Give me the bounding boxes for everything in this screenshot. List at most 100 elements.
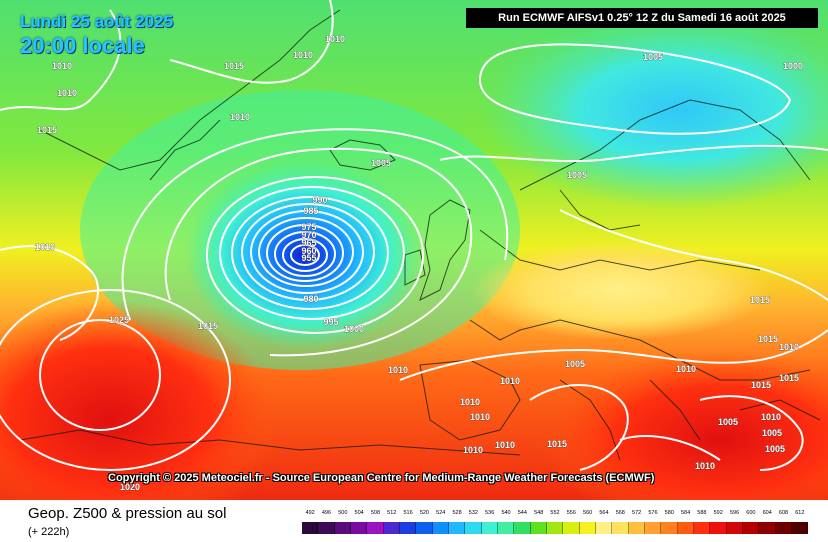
scale-swatch	[481, 522, 498, 534]
scale-swatch	[318, 522, 335, 534]
forecast-offset: (+ 222h)	[28, 526, 70, 538]
scale-swatch	[726, 522, 743, 534]
scale-label: 500	[338, 510, 348, 516]
scale-label: 576	[648, 510, 658, 516]
isobar-label: 1015	[547, 439, 567, 449]
scale-label: 532	[468, 510, 478, 516]
isobar-label: 1010	[52, 61, 72, 71]
isobar-label: 965	[301, 238, 316, 248]
color-scale-legend: 492 496 500 504 508 512 516 520 524 528 532 536 540 5…	[302, 510, 809, 540]
scale-label: 608	[778, 510, 789, 516]
scale-swatch	[383, 522, 400, 534]
footer-bar	[0, 500, 828, 542]
isobar-label: 1015	[224, 61, 244, 71]
isobar-label: 1005	[765, 444, 785, 454]
scale-swatch	[530, 522, 547, 534]
weather-map: 1010 1010 1015 1010 1015 1010 1010 1005 …	[0, 0, 828, 500]
isobar-label: 1010	[695, 461, 715, 471]
scale-label: 512	[387, 510, 397, 516]
forecast-local-time: 20:00 locale	[20, 33, 145, 58]
isobar-label: 1010	[500, 376, 520, 386]
scale-label: 516	[403, 510, 413, 516]
scale-label: 584	[680, 510, 691, 516]
scale-swatch	[302, 522, 319, 534]
scale-label: 508	[370, 510, 381, 516]
scale-label: 588	[697, 510, 707, 516]
isobar-label: 970	[301, 230, 316, 240]
isobar-label: 1005	[371, 158, 391, 168]
isobar-label: 1010	[761, 412, 781, 422]
isobar-label: 1010	[35, 242, 55, 252]
isobar-label: 1010	[293, 50, 313, 60]
coastlines	[19, 9, 821, 461]
scale-swatch	[514, 522, 531, 534]
scale-label: 572	[632, 510, 642, 516]
scale-label: 600	[746, 510, 756, 516]
scale-swatch	[759, 522, 776, 534]
isobar-label: 1010	[463, 445, 483, 455]
product-title: Geop. Z500 & pression au sol	[28, 505, 227, 522]
scale-swatch	[546, 522, 564, 534]
isobar-label: 1015	[779, 373, 799, 383]
isobar-label: 1000	[783, 61, 803, 71]
isobar-label: 1005	[718, 417, 738, 427]
isobar-label: 1015	[750, 295, 770, 305]
hot-zone-east	[540, 350, 828, 500]
scale-swatch	[710, 522, 727, 534]
scale-label: 592	[713, 510, 723, 516]
scale-swatch	[693, 522, 711, 534]
isobar-label: 985	[303, 206, 318, 216]
scale-swatch	[628, 522, 645, 534]
scale-label: 568	[615, 510, 625, 516]
scale-label: 612	[795, 510, 805, 516]
scale-label: 492	[305, 510, 315, 516]
scale-label: 564	[599, 510, 609, 516]
isobar-label: 1010	[325, 34, 345, 44]
run-info-banner: Run ECMWF AIFSv1 0.25° 12 Z du Samedi 16…	[466, 8, 818, 28]
copyright-notice: Copyright © 2025 Meteociel.fr - Source E…	[108, 472, 655, 484]
scale-label: 524	[436, 510, 446, 516]
scale-label: 496	[321, 510, 332, 516]
scale-swatch	[644, 522, 662, 534]
scale-swatch	[334, 522, 351, 534]
scale-swatch	[367, 522, 384, 534]
scale-swatch	[742, 522, 760, 534]
scale-swatch	[661, 522, 678, 534]
scale-labels: 492 496 500 504 508 512 516 520 524 528 532 536 540 5…	[302, 510, 808, 520]
isobar-label: 1010	[57, 88, 77, 98]
isobar-label: 1010	[388, 365, 408, 375]
isobar-label: 995	[323, 317, 338, 327]
yellow-ridge	[470, 240, 770, 340]
isobar-label: 1015	[751, 380, 771, 390]
isobar-label: 1005	[567, 170, 587, 180]
scale-label: 596	[729, 510, 740, 516]
scale-label: 552	[550, 510, 560, 516]
scale-swatch	[416, 522, 433, 534]
isobar-label: 1010	[470, 412, 490, 422]
isobar-label: 990	[312, 195, 327, 205]
scale-swatch	[399, 522, 417, 534]
scale-swatch	[775, 522, 792, 534]
scale-label: 540	[501, 510, 511, 516]
isobar-label: 955	[301, 253, 316, 263]
isobar-label: 1025	[109, 315, 129, 325]
isobar-label: 960	[301, 246, 316, 256]
isobar-label: 1005	[762, 428, 782, 438]
isobar-label: 1005	[565, 359, 585, 369]
scale-swatch	[677, 522, 694, 534]
isobar-label: 975	[301, 222, 316, 232]
isobar-label: 1005	[643, 52, 663, 62]
isobar-label: 1015	[37, 125, 57, 135]
isobar-label: 1015	[198, 321, 218, 331]
scale-label: 604	[762, 510, 772, 516]
scale-label: 560	[583, 510, 593, 516]
scale-label: 528	[452, 510, 462, 516]
isobar-label: 1010	[230, 112, 250, 122]
isobar-label: 1015	[758, 334, 778, 344]
isobar-label: 1010	[676, 364, 696, 374]
scale-label: 556	[566, 510, 576, 516]
scale-label: 580	[664, 510, 674, 516]
isobar-label: 1020	[120, 482, 140, 492]
scale-label: 504	[354, 510, 364, 516]
isobar-labels: 1010 1010 1015 1010 1015 1010 1010 1005 …	[35, 34, 804, 493]
